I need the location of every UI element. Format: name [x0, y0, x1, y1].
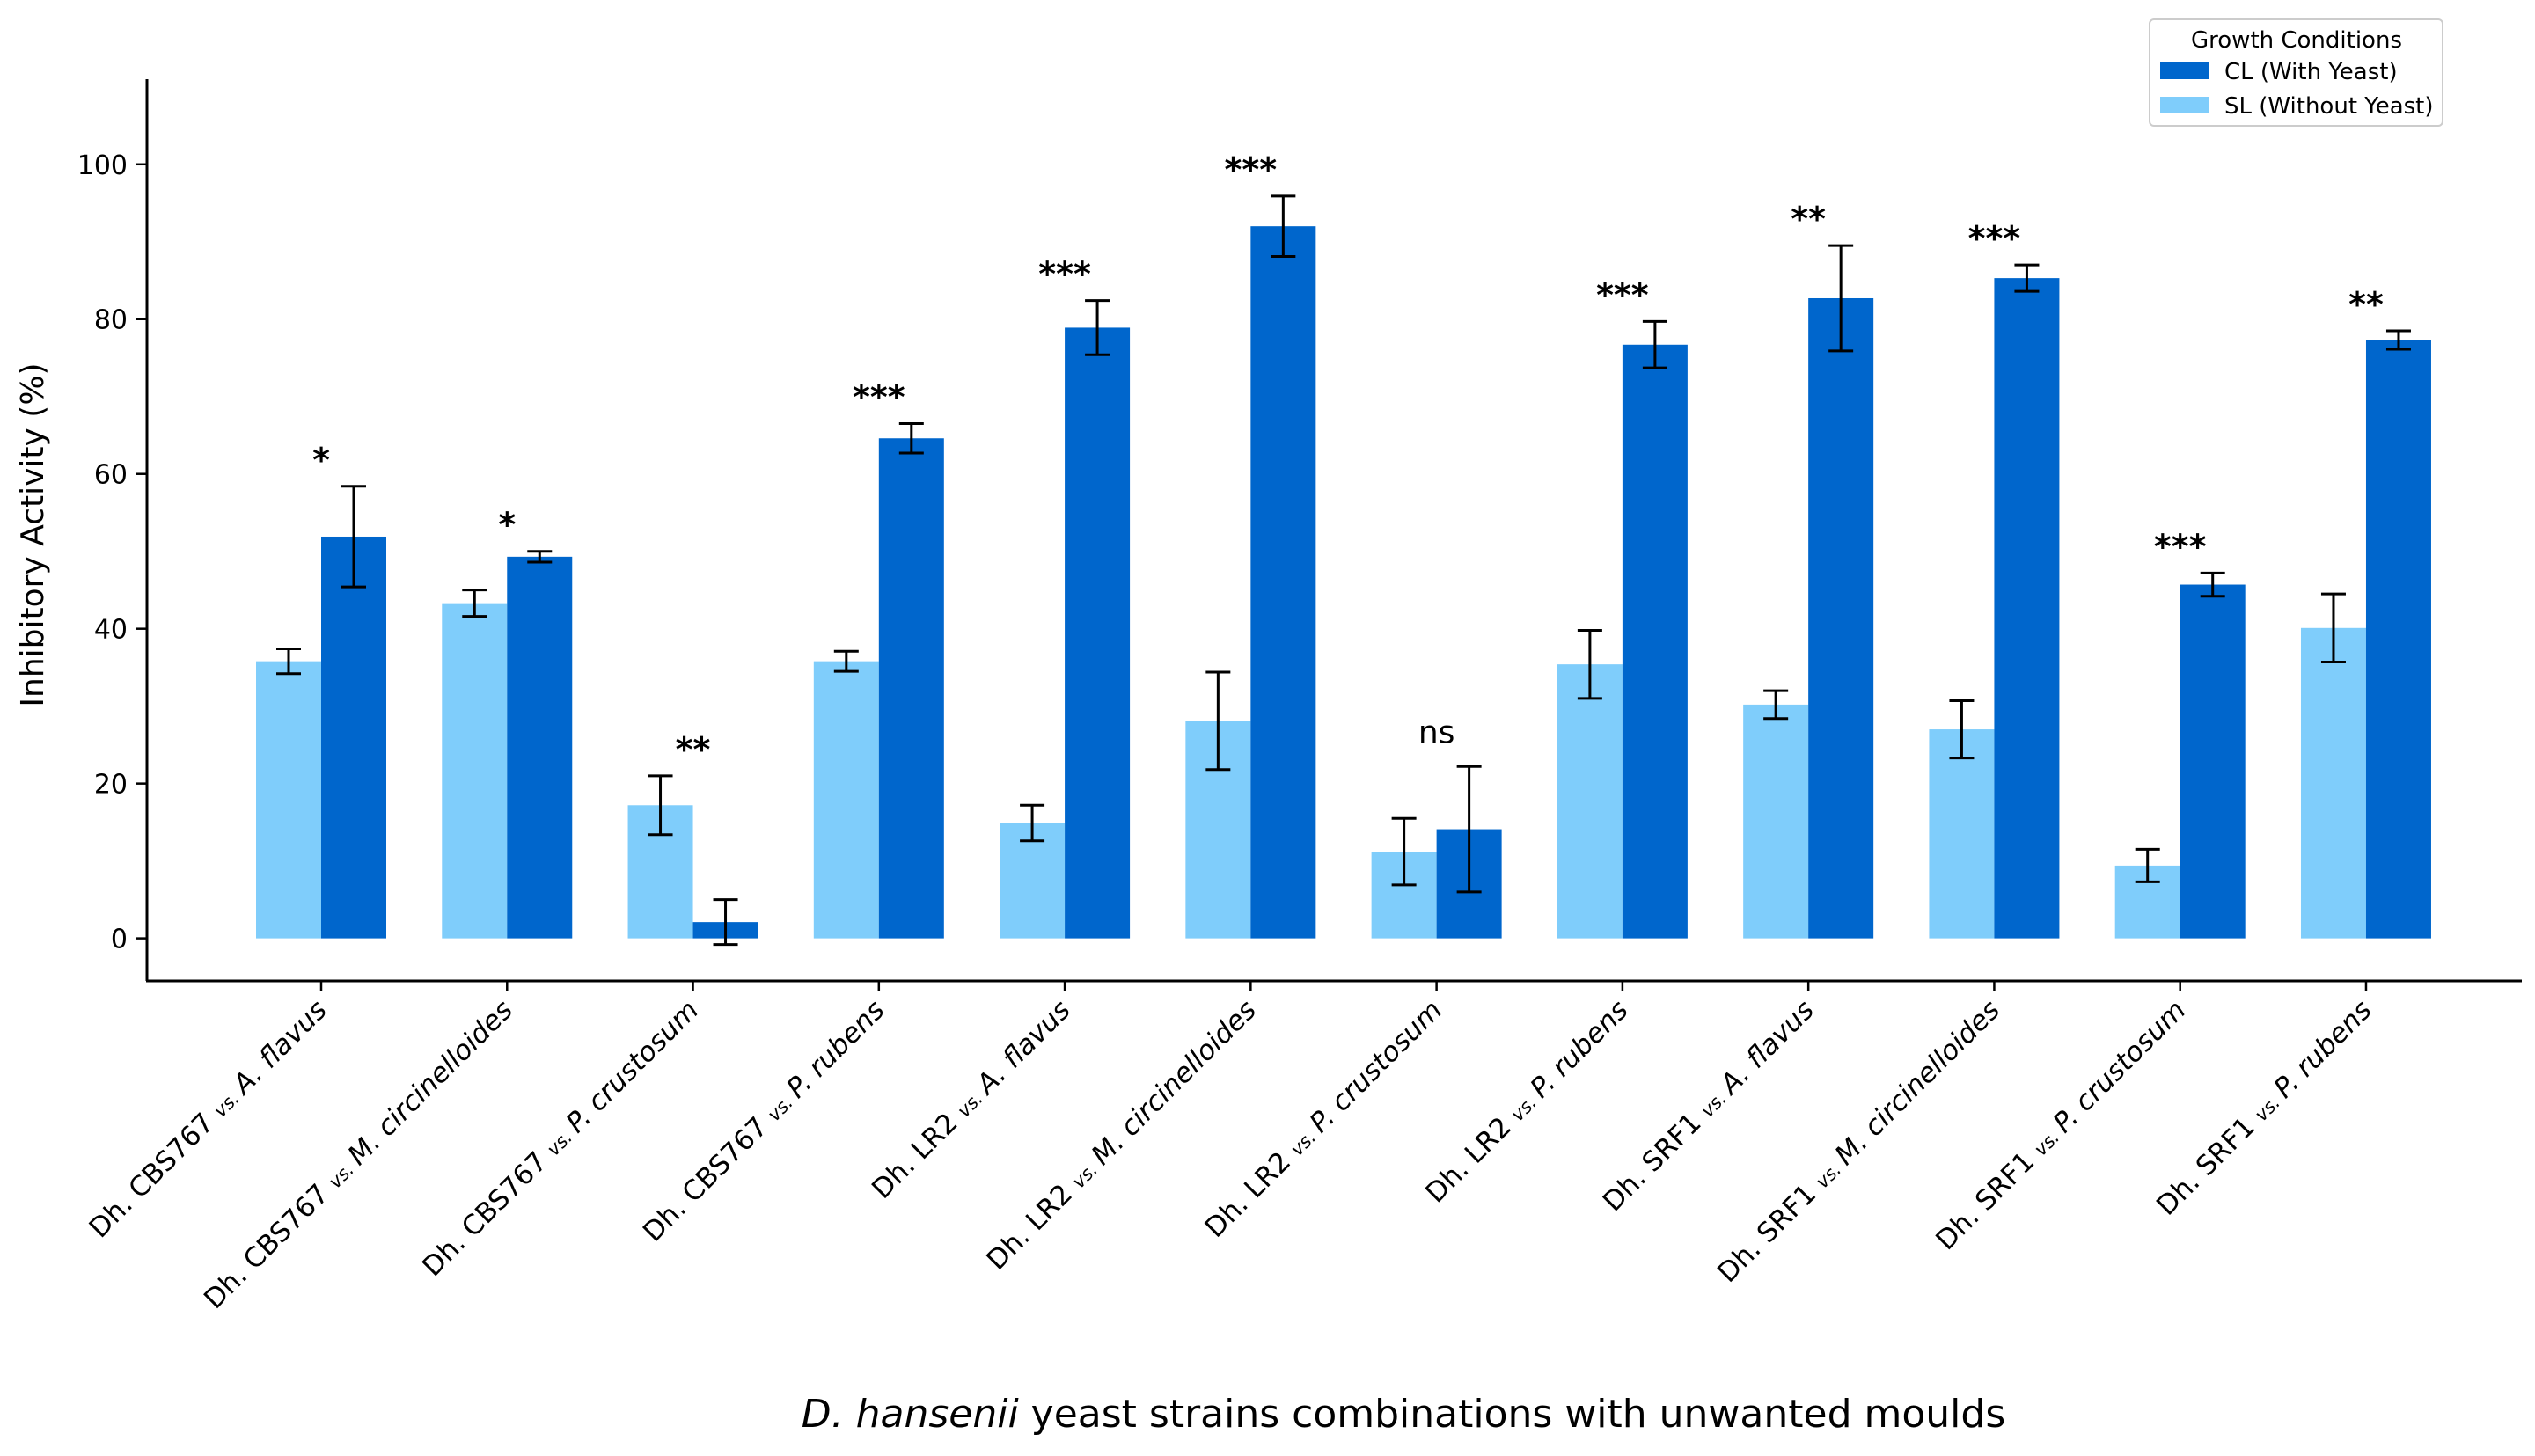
x-tick-label-mould: P. crustosum	[2048, 994, 2193, 1139]
legend-frame	[2149, 18, 2443, 127]
x-tick-label-mould: M. circinelloides	[341, 994, 518, 1171]
x-tick-label-mould: A. flavus	[1713, 994, 1821, 1101]
significance-label: **	[676, 730, 711, 769]
bar-sl	[1929, 729, 1995, 939]
bar-cl	[1065, 327, 1131, 939]
x-tick-label-mould: P. rubens	[1524, 994, 1634, 1104]
x-tick-label-strain: Dh. LR2	[1419, 1105, 1524, 1210]
bar-cl	[2365, 340, 2431, 939]
legend-label-cl: CL (With Yeast)	[2224, 59, 2398, 85]
bar-cl	[878, 438, 944, 939]
x-tick-label-strain: Dh. LR2	[866, 1101, 971, 1205]
significance-label: *	[498, 506, 516, 545]
significance-label: ***	[853, 378, 905, 417]
legend-swatch-cl	[2160, 62, 2209, 79]
significance-labels: *************ns***** ********	[312, 150, 2384, 769]
y-tick-label: 100	[77, 150, 128, 181]
bar-cl	[1250, 226, 1316, 939]
x-tick-label-mould: M. circinelloides	[1086, 994, 1263, 1171]
y-tick-label: 20	[94, 770, 128, 801]
x-tick-label-strain: Dh. CBS767	[637, 1105, 780, 1248]
y-ticks: 0 20 40 60 80 100	[77, 150, 147, 955]
x-tick-label-mould: P. rubens	[780, 994, 890, 1104]
x-tick-label-mould: P. rubens	[2268, 994, 2377, 1104]
significance-label: ***	[1596, 275, 1649, 314]
significance-label: **	[1791, 200, 1826, 238]
x-tick-label: Dh. LR2 vs. P. rubens	[1419, 994, 1634, 1209]
x-tick-label-strain: Dh. LR2	[980, 1172, 1085, 1277]
x-tick-label-mould: A. flavus	[970, 994, 1077, 1101]
x-tick-label-strain: Dh. SRF1	[1597, 1101, 1714, 1218]
x-tick-label-mould: A. flavus	[226, 994, 333, 1101]
x-tick-label-mould: M. circinelloides	[1829, 994, 2006, 1171]
significance-label: ***	[2154, 527, 2207, 566]
bar-sl	[813, 661, 879, 939]
y-tick-label: 40	[94, 615, 128, 646]
x-tick-label: Dh. SRF1 vs. P. rubens	[2150, 994, 2378, 1222]
bar-sl	[256, 661, 321, 939]
bar-sl	[2300, 627, 2366, 939]
x-tick-label: Dh. LR2 vs. A. flavus	[866, 994, 1077, 1205]
legend-label-sl: SL (Without Yeast)	[2224, 93, 2434, 120]
bar-cl	[321, 536, 386, 939]
significance-label: ***	[1225, 150, 1278, 189]
bar-cl	[507, 556, 573, 939]
x-axis-title-rest: yeast strains combinations with unwanted…	[1019, 1392, 2006, 1437]
legend-title: Growth Conditions	[2191, 27, 2402, 54]
significance-label: *	[312, 441, 330, 479]
x-tick-label-mould: P. crustosum	[560, 994, 706, 1139]
x-tick-label-mould: P. crustosum	[1304, 994, 1449, 1139]
x-tick-label: Dh. CBS767 vs. M. circinelloides	[198, 994, 519, 1315]
legend: Growth Conditions CL (With Yeast) SL (Wi…	[2149, 18, 2443, 127]
bar-sl	[1557, 664, 1623, 939]
bar-cl	[1622, 344, 1688, 939]
bar-cl	[2180, 584, 2246, 939]
x-tick-label-strain: Dh. CBS767	[198, 1172, 341, 1315]
significance-label: ***	[1968, 219, 2021, 258]
x-tick-label-strain: Dh. CBS767	[416, 1139, 560, 1283]
axes	[145, 79, 2522, 983]
error-bars	[276, 194, 2411, 947]
x-tick-label: Dh. SRF1 vs. A. flavus	[1597, 994, 1821, 1218]
x-tick-label-strain: Dh. SRF1	[1711, 1172, 1828, 1289]
significance-label: ***	[1038, 255, 1091, 294]
x-tick-label-strain: Dh. SRF1	[2150, 1105, 2268, 1222]
y-tick-label: 0	[111, 925, 128, 955]
bar-cl	[1994, 278, 2060, 939]
bars	[256, 226, 2431, 939]
bar-sl	[442, 603, 508, 939]
significance-label: **	[2348, 285, 2384, 324]
y-tick-label: 60	[94, 460, 128, 491]
bar-sl	[1000, 823, 1066, 939]
x-tick-label-strain: Dh. SRF1	[1930, 1139, 2047, 1256]
x-tick-label-strain: Dh. LR2	[1199, 1139, 1304, 1244]
y-axis-title: Inhibitory Activity (%)	[15, 362, 51, 706]
significance-label: ns	[1418, 714, 1455, 750]
bar-sl	[1743, 704, 1809, 939]
x-axis-title: D. hansenii yeast strains combinations w…	[802, 1392, 2006, 1437]
bar-cl	[1808, 297, 1874, 939]
x-axis-title-italic: D. hansenii	[802, 1392, 1020, 1437]
y-tick-label: 80	[94, 305, 128, 336]
x-tick-label-strain: Dh. CBS767	[84, 1101, 227, 1244]
legend-swatch-sl	[2160, 97, 2209, 113]
